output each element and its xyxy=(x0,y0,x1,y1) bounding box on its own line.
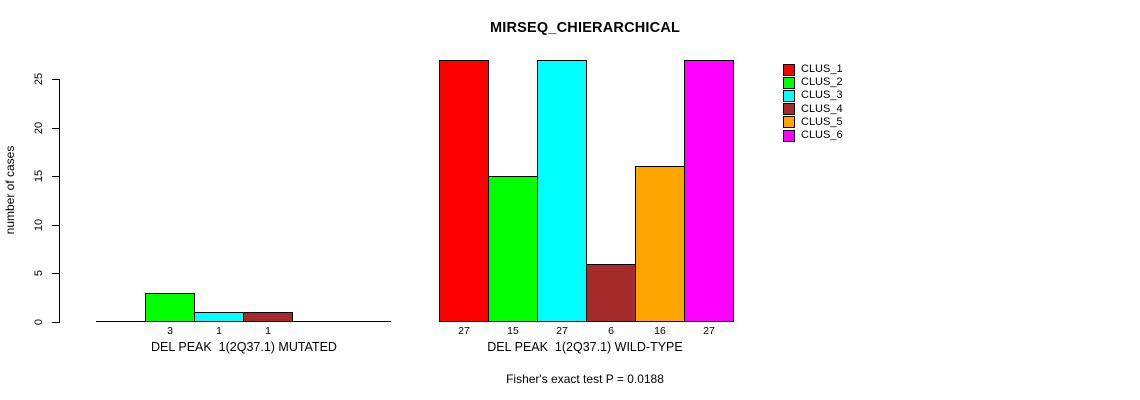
bar-value-label: 15 xyxy=(507,325,519,337)
bar-clus_2 xyxy=(488,176,538,322)
y-tick-mark xyxy=(52,128,59,129)
bar-clus_6 xyxy=(341,321,391,322)
legend-swatch xyxy=(783,63,795,76)
legend-label: CLUS_3 xyxy=(801,89,843,102)
bar-clus_5 xyxy=(635,166,685,322)
bar-clus_4 xyxy=(243,312,293,322)
y-tick-mark xyxy=(52,176,59,177)
fisher-test-footnote: Fisher's exact test P = 0.0188 xyxy=(506,372,664,386)
bar-clus_1 xyxy=(439,60,489,322)
x-axis-label-mutated: DEL PEAK 1(2Q37.1) MUTATED xyxy=(151,340,337,354)
legend-swatch xyxy=(783,76,795,89)
bar-clus_2 xyxy=(145,293,195,322)
bar-group-wildtype xyxy=(439,59,735,322)
legend-label: CLUS_1 xyxy=(801,63,843,76)
y-tick-label: 0 xyxy=(33,318,45,326)
bar-value-label xyxy=(292,325,342,337)
legend-swatch xyxy=(783,129,795,142)
bar-group-mutated xyxy=(96,59,392,322)
bar-value-label: 16 xyxy=(654,325,666,337)
y-tick-label: 10 xyxy=(33,218,45,232)
bar-clus_3 xyxy=(537,60,587,322)
bar-value-label: 3 xyxy=(167,325,173,337)
legend-item-clus_5: CLUS_5 xyxy=(783,116,843,129)
x-axis-label-wildtype: DEL PEAK 1(2Q37.1) WILD-TYPE xyxy=(487,340,683,354)
bar-value-label xyxy=(96,325,146,337)
bar-clus_3 xyxy=(194,312,244,322)
y-axis-title: number of cases xyxy=(3,145,17,235)
bar-clus_4 xyxy=(586,264,636,322)
y-tick-label: 5 xyxy=(33,269,45,277)
legend-item-clus_2: CLUS_2 xyxy=(783,76,843,89)
bar-clus_5 xyxy=(292,321,342,322)
bar-value-label: 27 xyxy=(556,325,568,337)
legend-label: CLUS_6 xyxy=(801,129,843,142)
legend-item-clus_1: CLUS_1 xyxy=(783,63,843,76)
legend-swatch xyxy=(783,89,795,102)
legend: CLUS_1 CLUS_2 CLUS_3 CLUS_4 CLUS_5 CLUS_6 xyxy=(783,63,843,142)
legend-label: CLUS_4 xyxy=(801,102,843,115)
legend-swatch xyxy=(783,103,795,116)
legend-swatch xyxy=(783,116,795,129)
legend-item-clus_6: CLUS_6 xyxy=(783,129,843,142)
bar-value-labels-wildtype: 27 15 27 6 16 27 xyxy=(439,325,735,337)
legend-item-clus_4: CLUS_4 xyxy=(783,103,843,116)
bar-clus_6 xyxy=(684,60,734,322)
y-tick-mark xyxy=(52,322,59,323)
y-tick-mark xyxy=(52,79,59,80)
y-tick-label: 15 xyxy=(33,169,45,183)
bar-value-label: 1 xyxy=(216,325,222,337)
legend-label: CLUS_5 xyxy=(801,115,843,128)
bar-value-label: 6 xyxy=(608,325,614,337)
bar-value-label: 1 xyxy=(265,325,271,337)
bar-clus_1 xyxy=(96,321,146,322)
legend-item-clus_3: CLUS_3 xyxy=(783,89,843,102)
bar-value-label xyxy=(341,325,391,337)
chart-title: MIRSEQ_CHIERARCHICAL xyxy=(489,20,681,36)
y-tick-label: 25 xyxy=(33,72,45,86)
legend-label: CLUS_2 xyxy=(801,76,843,89)
y-tick-mark xyxy=(52,225,59,226)
y-axis-line xyxy=(59,79,60,323)
y-tick-label: 20 xyxy=(33,121,45,135)
bar-value-label: 27 xyxy=(703,325,715,337)
bar-value-label: 27 xyxy=(458,325,470,337)
bar-value-labels-mutated: 3 1 1 xyxy=(96,325,392,337)
y-tick-mark xyxy=(52,273,59,274)
